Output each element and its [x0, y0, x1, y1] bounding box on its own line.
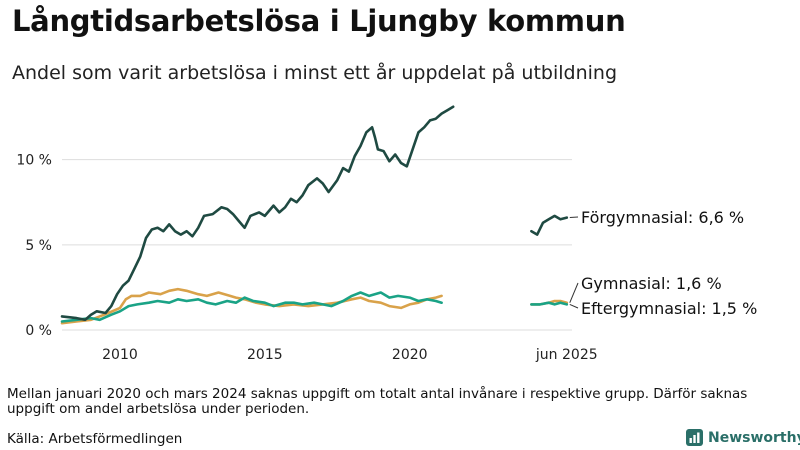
series-label-connector	[569, 216, 579, 219]
footnote: Mellan januari 2020 och mars 2024 saknas…	[7, 386, 748, 417]
x-tick-label: 2015	[247, 347, 283, 363]
series-end-label: Gymnasial: 1,6 %	[581, 274, 722, 293]
series-line-eftergymnasial-1	[530, 301, 569, 306]
y-tick-label: 0 %	[25, 323, 52, 339]
x-tick-label: 2020	[392, 347, 428, 363]
x-tick-label: 2010	[102, 347, 138, 363]
series-line-förgymnasial-1	[530, 214, 569, 236]
brand-logo: Newsworthy	[686, 429, 800, 446]
x-tick-label: jun 2025	[535, 347, 598, 363]
newsworthy-logo-icon	[686, 429, 703, 446]
y-tick-label: 5 %	[25, 238, 52, 254]
series-end-label: Förgymnasial: 6,6 %	[581, 208, 744, 227]
line-chart: 0 % 5 % 10 % 2010 2015 2020 jun 2025 Förgymna…	[16, 105, 757, 363]
brand-name: Newsworthy	[708, 429, 800, 446]
chart-subtitle: Andel som varit arbetslösa i minst ett å…	[12, 62, 618, 84]
source-text: Källa: Arbetsförmedlingen	[7, 431, 183, 447]
series-end-label: Eftergymnasial: 1,5 %	[581, 299, 757, 318]
series-lines	[60, 105, 569, 325]
series-line-gymnasial-0	[60, 287, 443, 325]
series-label-connector	[569, 303, 579, 309]
gridlines	[62, 159, 572, 331]
series-label-connector	[569, 282, 579, 303]
series-labels: Förgymnasial: 6,6 % Gymnasial: 1,6 % Efter…	[569, 208, 757, 318]
x-axis: 2010 2015 2020 jun 2025	[102, 347, 598, 363]
chart-title: Långtidsarbetslösa i Ljungby kommun	[12, 4, 626, 38]
y-tick-label: 10 %	[16, 153, 52, 169]
series-line-förgymnasial-0	[60, 105, 455, 322]
y-axis: 0 % 5 % 10 %	[16, 153, 52, 339]
series-line-eftergymnasial-0	[60, 291, 443, 323]
